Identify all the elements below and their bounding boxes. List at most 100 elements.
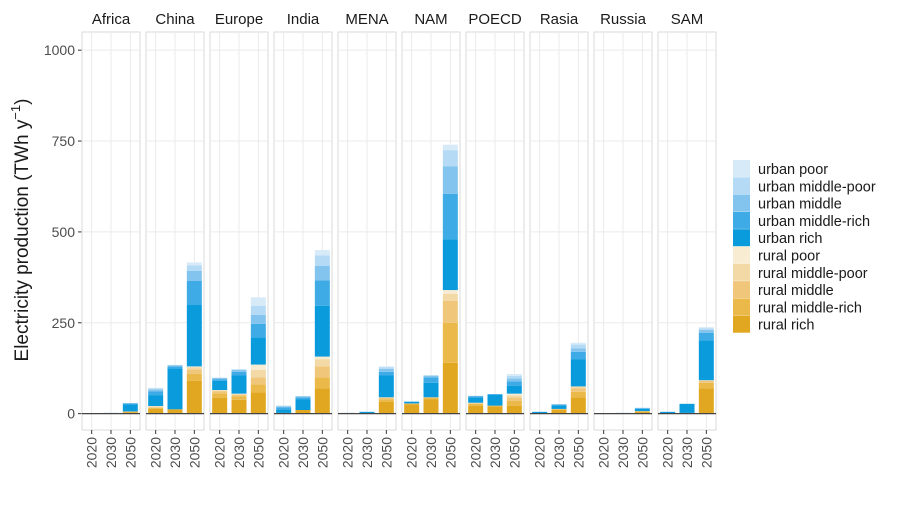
legend-swatch bbox=[733, 298, 750, 316]
bar-segment bbox=[314, 305, 330, 357]
x-tick-label: 2020 bbox=[340, 437, 356, 468]
bar-segment bbox=[212, 393, 228, 398]
x-tick-label: 2030 bbox=[231, 437, 247, 468]
legend-item: rural middle-rich bbox=[733, 298, 862, 316]
bar-segment bbox=[276, 405, 292, 407]
bar-segment bbox=[212, 391, 228, 394]
bar-segment bbox=[634, 411, 650, 414]
legend-label: urban middle-rich bbox=[758, 214, 870, 230]
bar-segment bbox=[186, 280, 202, 305]
bar-segment bbox=[276, 409, 292, 413]
bar-segment bbox=[698, 388, 714, 414]
bar-segment bbox=[186, 373, 202, 381]
bar-segment bbox=[250, 323, 266, 338]
bar-segment bbox=[551, 404, 567, 406]
bar-segment bbox=[295, 410, 311, 414]
bar-segment bbox=[551, 409, 567, 411]
panel-title: MENA bbox=[345, 11, 388, 28]
bar-segment bbox=[231, 396, 247, 400]
bar-segment bbox=[698, 328, 714, 331]
bar-segment bbox=[314, 255, 330, 266]
bar-segment bbox=[186, 262, 202, 266]
panel-title: Europe bbox=[215, 11, 263, 28]
bar-segment bbox=[378, 401, 394, 414]
x-tick-label: 2050 bbox=[570, 437, 586, 468]
x-tick-label: 2020 bbox=[596, 437, 612, 468]
bar-segment bbox=[468, 405, 484, 414]
bar-segment bbox=[506, 385, 522, 394]
x-tick-label: 2050 bbox=[122, 437, 138, 468]
bar-segment bbox=[698, 330, 714, 333]
bar-segment bbox=[442, 293, 458, 301]
facet-panel: China 2020 2030 2050 bbox=[145, 11, 205, 468]
y-tick-label: 750 bbox=[52, 133, 76, 149]
bar-segment bbox=[679, 403, 695, 413]
x-tick-label: 2050 bbox=[506, 437, 522, 468]
bar-segment bbox=[250, 364, 266, 371]
x-tick-label: 2020 bbox=[660, 437, 676, 468]
bar-segment bbox=[212, 379, 228, 381]
bar-segment bbox=[468, 403, 484, 404]
x-tick-label: 2020 bbox=[212, 437, 228, 468]
x-tick-label: 2030 bbox=[423, 437, 439, 468]
bar-segment bbox=[551, 408, 567, 410]
bar-segment bbox=[487, 394, 503, 395]
bar-segment bbox=[231, 399, 247, 414]
bar-segment bbox=[468, 403, 484, 406]
facet-panel: Europe 2020 2030 2050 bbox=[209, 11, 269, 468]
bar-segment bbox=[250, 370, 266, 378]
bar-segment bbox=[167, 409, 183, 414]
bar-segment bbox=[634, 408, 650, 412]
bar-segment bbox=[442, 166, 458, 194]
bar-segment bbox=[148, 387, 164, 389]
bar-segment bbox=[148, 407, 164, 409]
x-tick-label: 2050 bbox=[314, 437, 330, 468]
bar-segment bbox=[570, 344, 586, 349]
legend-swatch bbox=[733, 315, 750, 333]
legend-swatch bbox=[733, 177, 750, 195]
x-tick-label: 2030 bbox=[359, 437, 375, 468]
bar-segment bbox=[148, 408, 164, 414]
facet-panel: SAM 2020 2030 2050 bbox=[657, 11, 717, 468]
bar-segment bbox=[212, 390, 228, 391]
bar-segment bbox=[404, 403, 420, 404]
bar-segment bbox=[506, 395, 522, 398]
bar-segment bbox=[468, 397, 484, 403]
x-tick-label: 2020 bbox=[84, 437, 100, 468]
bar-segment bbox=[231, 394, 247, 397]
bar-segment bbox=[122, 403, 138, 404]
facet-panel: MENA 2020 2030 2050 bbox=[337, 11, 397, 468]
x-tick-label: 2030 bbox=[679, 437, 695, 468]
bar-segment bbox=[506, 381, 522, 386]
legend-item: urban middle-poor bbox=[733, 177, 876, 195]
bar-segment bbox=[570, 397, 586, 414]
bar-segment bbox=[212, 377, 228, 379]
bar-segment bbox=[250, 305, 266, 315]
bar-segment bbox=[442, 193, 458, 240]
bar-segment bbox=[551, 405, 567, 409]
legend-swatch bbox=[733, 246, 750, 264]
bar-segment bbox=[378, 397, 394, 399]
bar-segment bbox=[570, 386, 586, 389]
bar-segment bbox=[698, 382, 714, 389]
bar-segment bbox=[314, 359, 330, 367]
bar-segment bbox=[442, 150, 458, 167]
bar-segment bbox=[314, 377, 330, 389]
bar-segment bbox=[551, 410, 567, 414]
bar-segment bbox=[506, 374, 522, 376]
bar-segment bbox=[442, 290, 458, 294]
y-axis-label-main: Electricity production (TWh y bbox=[12, 119, 33, 361]
bar-segment bbox=[276, 406, 292, 408]
facet-panel: NAM 2020 2030 2050 bbox=[401, 11, 461, 468]
bar-segment bbox=[231, 393, 247, 395]
x-tick-label: 2030 bbox=[551, 437, 567, 468]
bar-segment bbox=[186, 367, 202, 370]
bar-segment bbox=[487, 406, 503, 414]
bar-segment bbox=[212, 378, 228, 380]
bar-segment bbox=[314, 250, 330, 256]
bar-segment bbox=[487, 394, 503, 406]
bar-segment bbox=[186, 369, 202, 374]
bar-segment bbox=[378, 366, 394, 368]
x-tick-label: 2020 bbox=[148, 437, 164, 468]
bar-segment bbox=[698, 340, 714, 381]
